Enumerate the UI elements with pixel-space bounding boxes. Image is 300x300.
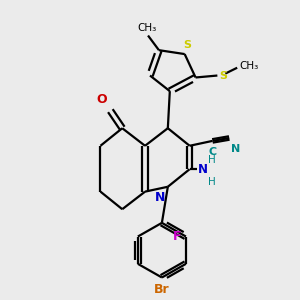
Text: O: O xyxy=(97,93,107,106)
Text: C: C xyxy=(208,147,217,157)
Text: H: H xyxy=(208,155,216,165)
Text: N: N xyxy=(231,144,241,154)
Text: CH₃: CH₃ xyxy=(137,22,157,33)
Text: F: F xyxy=(172,230,181,243)
Text: N: N xyxy=(154,191,165,204)
Text: N: N xyxy=(198,163,208,176)
Text: H: H xyxy=(208,177,216,187)
Text: Br: Br xyxy=(154,283,170,296)
Text: CH₃: CH₃ xyxy=(239,61,258,71)
Text: S: S xyxy=(219,70,227,80)
Text: S: S xyxy=(184,40,192,50)
